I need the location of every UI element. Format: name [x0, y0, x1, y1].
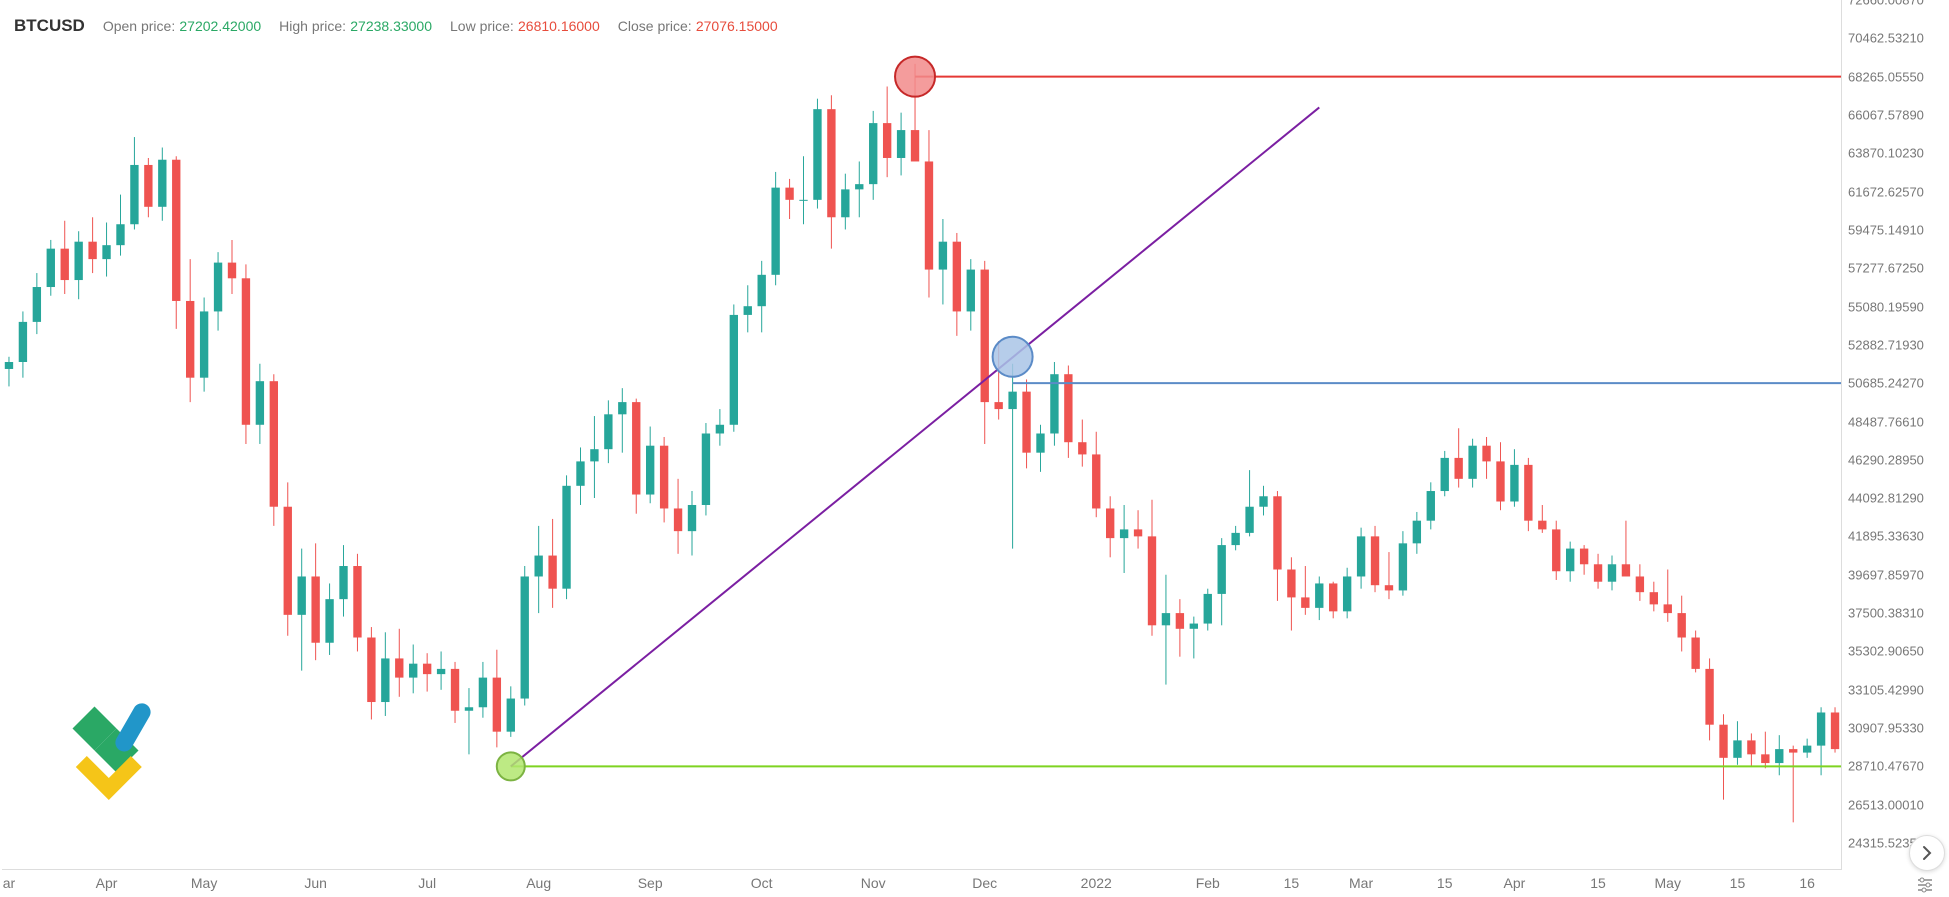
chevron-right-icon — [1919, 845, 1935, 861]
y-tick-label: 33105.42990 — [1848, 682, 1924, 697]
axis-settings-icon[interactable] — [1915, 875, 1935, 895]
y-tick-label: 52882.71930 — [1848, 337, 1924, 352]
open-label: Open price: — [103, 18, 175, 34]
x-tick-label: 15 — [1437, 875, 1453, 891]
y-tick-label: 59475.14910 — [1848, 222, 1924, 237]
y-tick-label: 44092.81290 — [1848, 491, 1924, 506]
x-tick-label: Oct — [751, 875, 773, 891]
y-tick-label: 28710.47670 — [1848, 759, 1924, 774]
open-value: 27202.42000 — [179, 18, 261, 34]
low-label: Low price: — [450, 18, 514, 34]
y-tick-label: 37500.38310 — [1848, 606, 1924, 621]
x-tick-label: ar — [3, 875, 15, 891]
chart-area[interactable] — [2, 0, 1842, 870]
y-tick-label: 55080.19590 — [1848, 299, 1924, 314]
x-tick-label: Aug — [526, 875, 551, 891]
x-tick-label: 15 — [1284, 875, 1300, 891]
y-tick-label: 66067.57890 — [1848, 107, 1924, 122]
x-tick-label: Apr — [96, 875, 118, 891]
close-label: Close price: — [618, 18, 692, 34]
x-tick-label: Jul — [418, 875, 436, 891]
x-tick-label: Mar — [1349, 875, 1373, 891]
y-tick-label: 30907.95330 — [1848, 721, 1924, 736]
high-value: 27238.33000 — [350, 18, 432, 34]
time-axis[interactable]: ar Apr May Jun Jul Aug Sep Oct Nov Dec 2022 Feb 15 Ma… — [2, 869, 1842, 897]
x-tick-label: 15 — [1730, 875, 1746, 891]
x-tick-label: Dec — [972, 875, 997, 891]
y-tick-label: 26513.00010 — [1848, 797, 1924, 812]
x-tick-label: Apr — [1504, 875, 1526, 891]
y-tick-label: 72660.00870 — [1848, 0, 1924, 8]
y-tick-label: 57277.67250 — [1848, 261, 1924, 276]
y-tick-label: 48487.76610 — [1848, 414, 1924, 429]
y-tick-label: 39697.85970 — [1848, 567, 1924, 582]
x-tick-label: Jun — [304, 875, 327, 891]
x-tick-label: 16 — [1799, 875, 1815, 891]
x-tick-label: 15 — [1590, 875, 1606, 891]
y-tick-label: 50685.24270 — [1848, 376, 1924, 391]
y-tick-label: 70462.53210 — [1848, 31, 1924, 46]
price-axis[interactable]: 72660.00870 70462.53210 68265.05550 66067.5… — [1841, 0, 1947, 870]
high-label: High price: — [279, 18, 346, 34]
broker-logo-icon — [56, 690, 166, 800]
y-tick-label: 41895.33630 — [1848, 529, 1924, 544]
y-tick-label: 46290.28950 — [1848, 452, 1924, 467]
symbol-label: BTCUSD — [14, 16, 85, 36]
x-tick-label: May — [1655, 875, 1681, 891]
y-tick-label: 35302.90650 — [1848, 644, 1924, 659]
close-value: 27076.15000 — [696, 18, 778, 34]
y-tick-label: 68265.05550 — [1848, 69, 1924, 84]
candlestick-chart[interactable] — [2, 0, 1842, 870]
price-header: BTCUSD Open price: 27202.42000 High pric… — [14, 16, 778, 36]
y-tick-label: 61672.62570 — [1848, 184, 1924, 199]
low-value: 26810.16000 — [518, 18, 600, 34]
x-tick-label: Nov — [861, 875, 886, 891]
y-tick-label: 63870.10230 — [1848, 146, 1924, 161]
x-tick-label: Feb — [1196, 875, 1220, 891]
x-tick-label: Sep — [638, 875, 663, 891]
scroll-right-button[interactable] — [1909, 835, 1945, 871]
x-tick-label: 2022 — [1081, 875, 1112, 891]
x-tick-label: May — [191, 875, 217, 891]
